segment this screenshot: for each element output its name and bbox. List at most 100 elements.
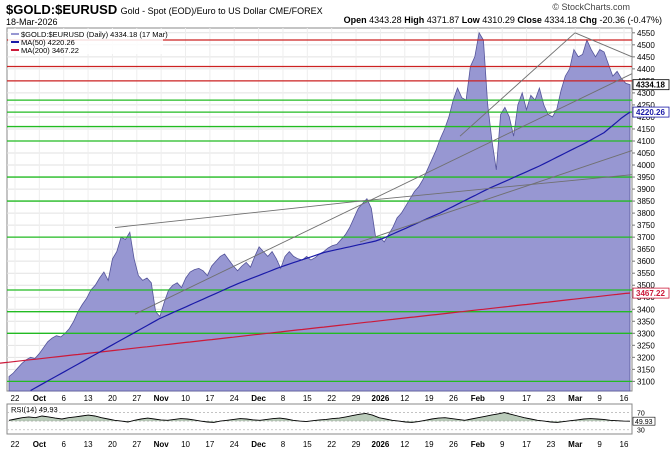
y-tick-label: 3500 [637, 281, 655, 290]
legend-ma50-label: MA(50) 4220.26 [21, 38, 75, 47]
rsi-fill [9, 412, 630, 423]
rsi-level-label: 70 [637, 411, 645, 418]
x-tick-label: Mar [568, 394, 582, 403]
x-tick-label: Dec [251, 394, 266, 403]
ma50-value-tag-box [632, 106, 670, 118]
x-tick-label: 6 [61, 440, 66, 449]
x-tick-label: 9 [597, 394, 602, 403]
x-tick-label: 17 [205, 440, 214, 449]
legend-ma200-label: MA(200) 3467.22 [21, 46, 79, 55]
y-tick-label: 3400 [637, 305, 655, 314]
y-tick-label: 3750 [637, 221, 655, 230]
ma50-value-tag: 4220.26 [636, 108, 665, 117]
x-tick-label: Feb [471, 440, 485, 449]
x-tick-label: 13 [84, 440, 93, 449]
ma200-line [0, 292, 631, 364]
rsi-panel-frame [6, 403, 633, 435]
y-tick-label: 3850 [637, 197, 655, 206]
price-value-tag-box [632, 79, 670, 91]
x-tick-label: 9 [500, 440, 505, 449]
rsi-line [8, 412, 631, 423]
x-tick-label: 9 [500, 394, 505, 403]
x-tick-label: 22 [327, 440, 336, 449]
rsi-value-tag: 49.93 [635, 419, 653, 426]
x-tick-label: Mar [568, 440, 582, 449]
legend-main-label: $GOLD:$EURUSD (Daily) 4334.18 (17 Mar) [21, 30, 168, 39]
x-tick-label: Nov [154, 440, 170, 449]
y-tick-label: 3800 [637, 209, 655, 218]
y-tick-label: 4050 [637, 149, 655, 158]
x-tick-label: 24 [230, 440, 239, 449]
rsi-level-label: 30 [637, 428, 645, 435]
x-tick-label: 23 [546, 394, 555, 403]
y-tick-label: 4300 [637, 89, 655, 98]
x-tick-label: 17 [522, 394, 531, 403]
y-tick-label: 3350 [637, 317, 655, 326]
x-tick-label: 15 [303, 394, 312, 403]
x-tick-label: 20 [108, 394, 117, 403]
close-label: Close [517, 15, 542, 25]
y-tick-label: 3600 [637, 257, 655, 266]
trendline [359, 174, 633, 202]
open-value: 4343.28 [369, 15, 402, 25]
y-tick-label: 4450 [637, 53, 655, 62]
y-tick-label: 4000 [637, 161, 655, 170]
y-tick-label: 4550 [637, 29, 655, 38]
x-tick-label: 16 [620, 394, 629, 403]
trendline [359, 150, 633, 243]
ma200-value-tag-box [632, 287, 670, 299]
y-tick-label: 3950 [637, 173, 655, 182]
x-tick-label: 2026 [372, 440, 390, 449]
high-label: High [404, 15, 425, 25]
chart-title: $GOLD:$EURUSD Gold - Spot (EOD)/Euro to … [6, 2, 323, 17]
x-tick-label: 15 [303, 440, 312, 449]
x-tick-label: 10 [181, 394, 190, 403]
symbol-description: Gold - Spot (EOD)/Euro to US Dollar CME/… [120, 6, 323, 16]
x-tick-label: 8 [281, 394, 286, 403]
x-tick-label: 19 [425, 394, 434, 403]
x-tick-label: 17 [522, 440, 531, 449]
x-tick-label: 29 [352, 394, 361, 403]
symbol: $GOLD:$EURUSD [6, 2, 118, 17]
y-tick-label: 4400 [637, 65, 655, 74]
low-value: 4310.29 [482, 15, 515, 25]
x-tick-label: 22 [11, 440, 20, 449]
y-tick-label: 3700 [637, 233, 655, 242]
y-tick-label: 4500 [637, 41, 655, 50]
x-tick-label: 23 [546, 440, 555, 449]
x-tick-label: 26 [449, 440, 458, 449]
x-tick-label: 12 [400, 394, 409, 403]
low-label: Low [461, 15, 480, 25]
x-tick-label: 26 [449, 394, 458, 403]
trendline [114, 200, 361, 228]
x-tick-label: 22 [11, 394, 20, 403]
x-tick-label: 17 [205, 394, 214, 403]
x-tick-label: 22 [327, 394, 336, 403]
x-tick-label: 27 [132, 440, 141, 449]
y-tick-label: 3900 [637, 185, 655, 194]
credit: © StockCharts.com [552, 2, 630, 12]
close-value: 4334.18 [544, 15, 577, 25]
open-label: Open [343, 15, 367, 25]
x-tick-label: Nov [154, 394, 170, 403]
price-value-tag: 4334.18 [636, 81, 665, 90]
chg-value: -20.36 (-0.47%) [599, 15, 662, 25]
x-tick-label: 20 [108, 440, 117, 449]
x-tick-label: 12 [400, 440, 409, 449]
ma200-value-tag: 3467.22 [636, 289, 665, 298]
y-tick-label: 4150 [637, 125, 655, 134]
x-tick-label: 29 [352, 440, 361, 449]
x-tick-label: 6 [61, 394, 66, 403]
y-tick-label: 4250 [637, 101, 655, 110]
x-tick-label: Feb [471, 394, 485, 403]
legend-box [8, 29, 163, 54]
y-tick-label: 3250 [637, 341, 655, 350]
rsi-legend-label: RSI(14) 49.93 [11, 405, 58, 414]
y-tick-label: 3200 [637, 353, 655, 362]
chg-label: Chg [579, 15, 597, 25]
x-tick-label: 13 [84, 394, 93, 403]
y-tick-label: 4100 [637, 137, 655, 146]
x-tick-label: 2026 [372, 394, 390, 403]
